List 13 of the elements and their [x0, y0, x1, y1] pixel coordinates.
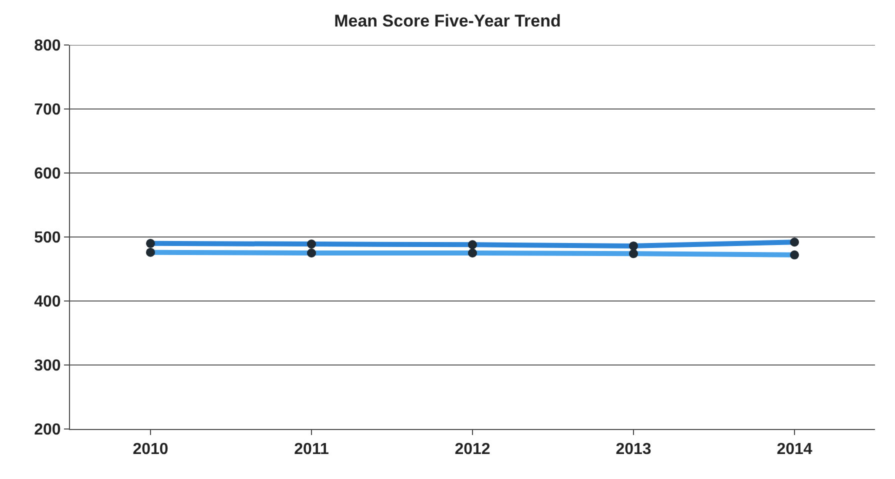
x-tick-label: 2011	[294, 441, 329, 458]
y-tick-label: 700	[34, 102, 61, 119]
y-tick-label: 200	[34, 422, 61, 439]
x-tick-label: 2012	[454, 441, 490, 458]
y-tick-label: 500	[34, 230, 61, 247]
y-tick-label: 400	[34, 294, 61, 311]
y-tick-label: 800	[34, 38, 61, 55]
x-tick-label: 2014	[776, 441, 812, 458]
y-tick-label: 300	[34, 358, 61, 375]
y-tick-label: 600	[34, 166, 61, 183]
chart-title: Mean Score Five-Year Trend	[334, 11, 561, 30]
x-tick-label: 2010	[132, 441, 168, 458]
x-tick-label: 2013	[616, 441, 652, 458]
